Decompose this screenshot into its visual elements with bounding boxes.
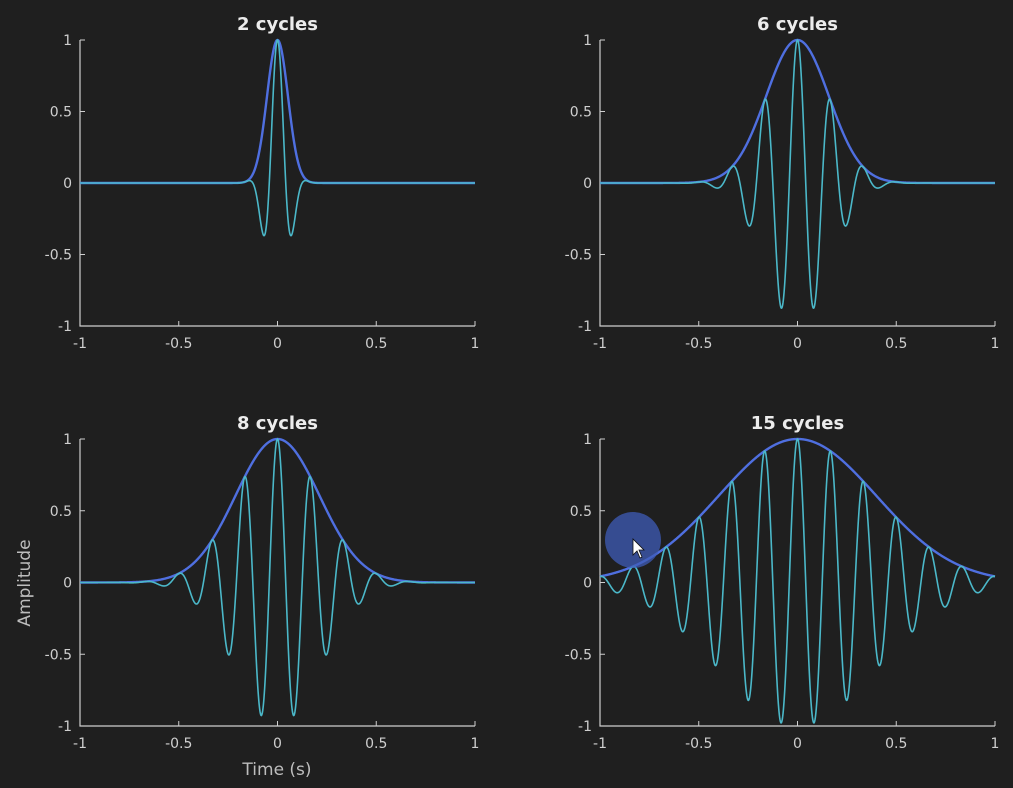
- y-tick-label: -0.5: [45, 647, 72, 663]
- mouse-cursor: [605, 512, 661, 568]
- gaussian-envelope-line: [600, 38, 995, 185]
- y-tick-label: 1: [63, 432, 72, 448]
- wavelet-line: [80, 38, 475, 237]
- y-tick-label: 1: [583, 33, 592, 49]
- y-tick-label: -1: [578, 719, 592, 735]
- y-tick-label: -1: [58, 319, 72, 335]
- y-tick-label: -1: [578, 319, 592, 335]
- axis-lines: [599, 439, 995, 727]
- y-tick-label: 1: [63, 33, 72, 49]
- x-tick-label: -1: [593, 736, 607, 752]
- x-tick-label: 0: [793, 736, 802, 752]
- x-tick-label: 0.5: [885, 736, 907, 752]
- y-tick-label: 1: [583, 432, 592, 448]
- y-axis-label: Amplitude: [15, 539, 35, 626]
- y-tick-label: -0.5: [45, 248, 72, 264]
- x-tick-label: -0.5: [165, 336, 192, 352]
- x-tick-label: 1: [471, 736, 480, 752]
- subplot-title: 2 cycles: [237, 14, 318, 35]
- wavelet-line: [600, 38, 995, 309]
- subplot-4: -1 -0.5 0 0.5 1 1 0.5 0 -0.5 -1 15 cycles: [565, 413, 1000, 752]
- x-tick-label: 0: [793, 336, 802, 352]
- subplot-title: 6 cycles: [757, 14, 838, 35]
- y-tick-label: 0: [63, 176, 72, 192]
- y-tick-label: 0.5: [50, 504, 72, 520]
- x-tick-label: 0: [273, 736, 282, 752]
- gaussian-envelope-line: [599, 437, 996, 578]
- y-tick-label: 0: [583, 176, 592, 192]
- pointer-arrow-icon: [632, 538, 645, 559]
- subplot-2: -1 -0.5 0 0.5 1 1 0.5 0 -0.5 -1 6 cycles: [565, 14, 1000, 352]
- x-tick-label: -0.5: [685, 336, 712, 352]
- x-tick-label: -1: [73, 336, 87, 352]
- y-tick-label: -1: [58, 719, 72, 735]
- x-tick-label: 1: [991, 736, 1000, 752]
- x-tick-label: 0.5: [365, 336, 387, 352]
- x-tick-label: 0.5: [885, 336, 907, 352]
- x-tick-label: 0: [273, 336, 282, 352]
- subplot-title: 8 cycles: [237, 413, 318, 434]
- x-tick-label: -1: [73, 736, 87, 752]
- wavelet-line: [80, 437, 475, 717]
- x-tick-label: 0.5: [365, 736, 387, 752]
- x-tick-label: -0.5: [165, 736, 192, 752]
- x-axis-label: Time (s): [241, 760, 311, 780]
- y-tick-label: 0: [63, 576, 72, 592]
- gaussian-envelope-line: [80, 437, 475, 584]
- y-tick-label: 0: [583, 576, 592, 592]
- y-tick-label: 0.5: [50, 105, 72, 121]
- y-tick-label: -0.5: [565, 647, 592, 663]
- y-tick-label: 0.5: [570, 504, 592, 520]
- x-tick-label: -0.5: [685, 736, 712, 752]
- subplot-1: -1 -0.5 0 0.5 1 1 0.5 0 -0.5 -1 2 cycles: [45, 14, 480, 352]
- x-tick-label: 1: [991, 336, 1000, 352]
- gaussian-envelope-line: [80, 38, 475, 185]
- subplot-panels: -1 -0.5 0 0.5 1 1 0.5 0 -0.5 -1 2 cycles -1 -0.5 0 0.5…: [45, 14, 1000, 752]
- y-tick-label: 0.5: [570, 105, 592, 121]
- x-tick-label: -1: [593, 336, 607, 352]
- wavelet-line: [599, 437, 996, 724]
- x-tick-label: 1: [471, 336, 480, 352]
- y-tick-label: -0.5: [565, 248, 592, 264]
- subplot-title: 15 cycles: [751, 413, 844, 434]
- subplot-3: -1 -0.5 0 0.5 1 1 0.5 0 -0.5 -1 8 cycles: [45, 413, 480, 752]
